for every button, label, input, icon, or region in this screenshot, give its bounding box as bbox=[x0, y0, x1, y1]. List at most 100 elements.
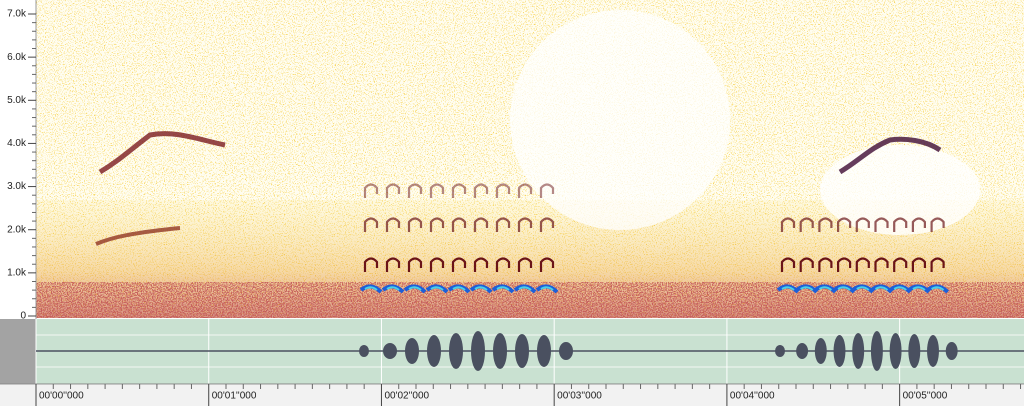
harmonic bbox=[930, 217, 945, 232]
harmonic bbox=[893, 257, 908, 272]
harmonic bbox=[539, 183, 555, 198]
fundamental-core bbox=[452, 286, 466, 291]
burst bbox=[870, 331, 883, 371]
fundamental-core bbox=[781, 286, 795, 291]
burst bbox=[852, 333, 865, 369]
call-harmonics bbox=[359, 183, 950, 294]
waveform-panel bbox=[0, 319, 1024, 385]
spectrogram bbox=[35, 0, 1024, 320]
x-tick-label: 00'00''000 bbox=[39, 391, 84, 402]
burst bbox=[796, 343, 809, 359]
harmonic bbox=[451, 257, 467, 272]
harmonic bbox=[780, 217, 796, 232]
y-tick-label: 5.0k bbox=[7, 95, 27, 106]
harmonic bbox=[837, 257, 852, 272]
time-axis: 00'00''000 00'01''000 00'02''000 00'03''000… bbox=[0, 384, 1024, 406]
harmonic bbox=[818, 217, 833, 232]
y-tick-label: 3.0k bbox=[7, 181, 27, 192]
harmonic bbox=[473, 183, 489, 198]
fundamental-core bbox=[912, 286, 926, 291]
fundamental-core bbox=[818, 286, 833, 291]
harmonic bbox=[911, 217, 926, 232]
x-tick-label: 00'01''000 bbox=[212, 391, 257, 402]
fundamental-core bbox=[893, 286, 907, 291]
harmonic bbox=[363, 217, 379, 232]
burst bbox=[945, 342, 958, 360]
y-tick-label: 2.0k bbox=[7, 224, 27, 235]
burst bbox=[889, 333, 902, 369]
harmonic bbox=[407, 183, 423, 198]
harmonic bbox=[429, 257, 445, 272]
harmonic bbox=[517, 183, 533, 198]
harmonic bbox=[837, 217, 852, 232]
fundamental-core bbox=[518, 286, 532, 291]
fundamental-core bbox=[408, 286, 422, 291]
harmonic bbox=[385, 183, 401, 198]
burst bbox=[359, 345, 369, 357]
burst bbox=[775, 345, 785, 357]
burst bbox=[493, 333, 507, 369]
burst bbox=[833, 335, 846, 367]
fundamental-core bbox=[386, 286, 400, 291]
x-tick-label: 00'05''000 bbox=[903, 391, 948, 402]
x-tick-label: 00'04''000 bbox=[730, 391, 775, 402]
y-tick-label: 1.0k bbox=[7, 267, 27, 278]
burst bbox=[449, 333, 463, 369]
harmonic bbox=[407, 257, 423, 272]
x-tick-label: 00'02''000 bbox=[384, 391, 429, 402]
fundamental-core bbox=[800, 286, 814, 291]
harmonic bbox=[495, 183, 511, 198]
fundamental-core bbox=[540, 286, 554, 291]
burst bbox=[559, 342, 573, 360]
harmonic bbox=[539, 257, 555, 272]
harmonic bbox=[799, 257, 814, 272]
frequency-axis: 0 1.0k 2.0k 3.0k 4.0k 5.0k 6.0k 7.0k bbox=[7, 9, 36, 322]
harmonic bbox=[893, 217, 908, 232]
burst bbox=[405, 338, 419, 364]
harmonic bbox=[818, 257, 833, 272]
burst bbox=[427, 335, 441, 367]
fundamental-core bbox=[496, 286, 510, 291]
harmonic bbox=[780, 257, 796, 272]
burst bbox=[908, 334, 921, 368]
burst bbox=[927, 335, 939, 367]
harmonic bbox=[429, 183, 445, 198]
harmonic bbox=[911, 257, 926, 272]
harmonic bbox=[495, 257, 511, 272]
harmonic bbox=[473, 257, 489, 272]
harmonic bbox=[930, 257, 945, 272]
burst bbox=[537, 335, 551, 367]
harmonic bbox=[855, 257, 870, 272]
burst bbox=[515, 334, 529, 368]
waveform bbox=[359, 331, 958, 371]
fundamental-core bbox=[364, 286, 378, 291]
harmonic bbox=[874, 217, 889, 232]
harmonic bbox=[363, 183, 379, 198]
harmonic bbox=[429, 217, 445, 232]
y-tick-label: 6.0k bbox=[7, 52, 27, 63]
harmonic bbox=[495, 217, 511, 232]
burst bbox=[471, 331, 485, 371]
y-tick-label: 0 bbox=[20, 311, 26, 322]
harmonic bbox=[385, 217, 401, 232]
burst bbox=[814, 338, 827, 364]
harmonic bbox=[517, 257, 533, 272]
harmonic bbox=[874, 257, 889, 272]
fundamental-core bbox=[430, 286, 444, 291]
y-tick-label: 4.0k bbox=[7, 138, 27, 149]
harmonic bbox=[385, 257, 401, 272]
fundamental-core bbox=[856, 286, 870, 291]
harmonic bbox=[451, 217, 467, 232]
x-tick-label: 00'03''000 bbox=[557, 391, 602, 402]
y-tick-label: 7.0k bbox=[7, 9, 27, 20]
burst bbox=[383, 343, 397, 359]
fundamental-core bbox=[931, 286, 945, 291]
harmonic bbox=[539, 217, 555, 232]
harmonic bbox=[407, 217, 423, 232]
harmonic bbox=[363, 257, 379, 272]
harmonic bbox=[517, 217, 533, 232]
fundamental-core bbox=[874, 286, 889, 291]
harmonic bbox=[855, 217, 870, 232]
harmonic bbox=[451, 183, 467, 198]
